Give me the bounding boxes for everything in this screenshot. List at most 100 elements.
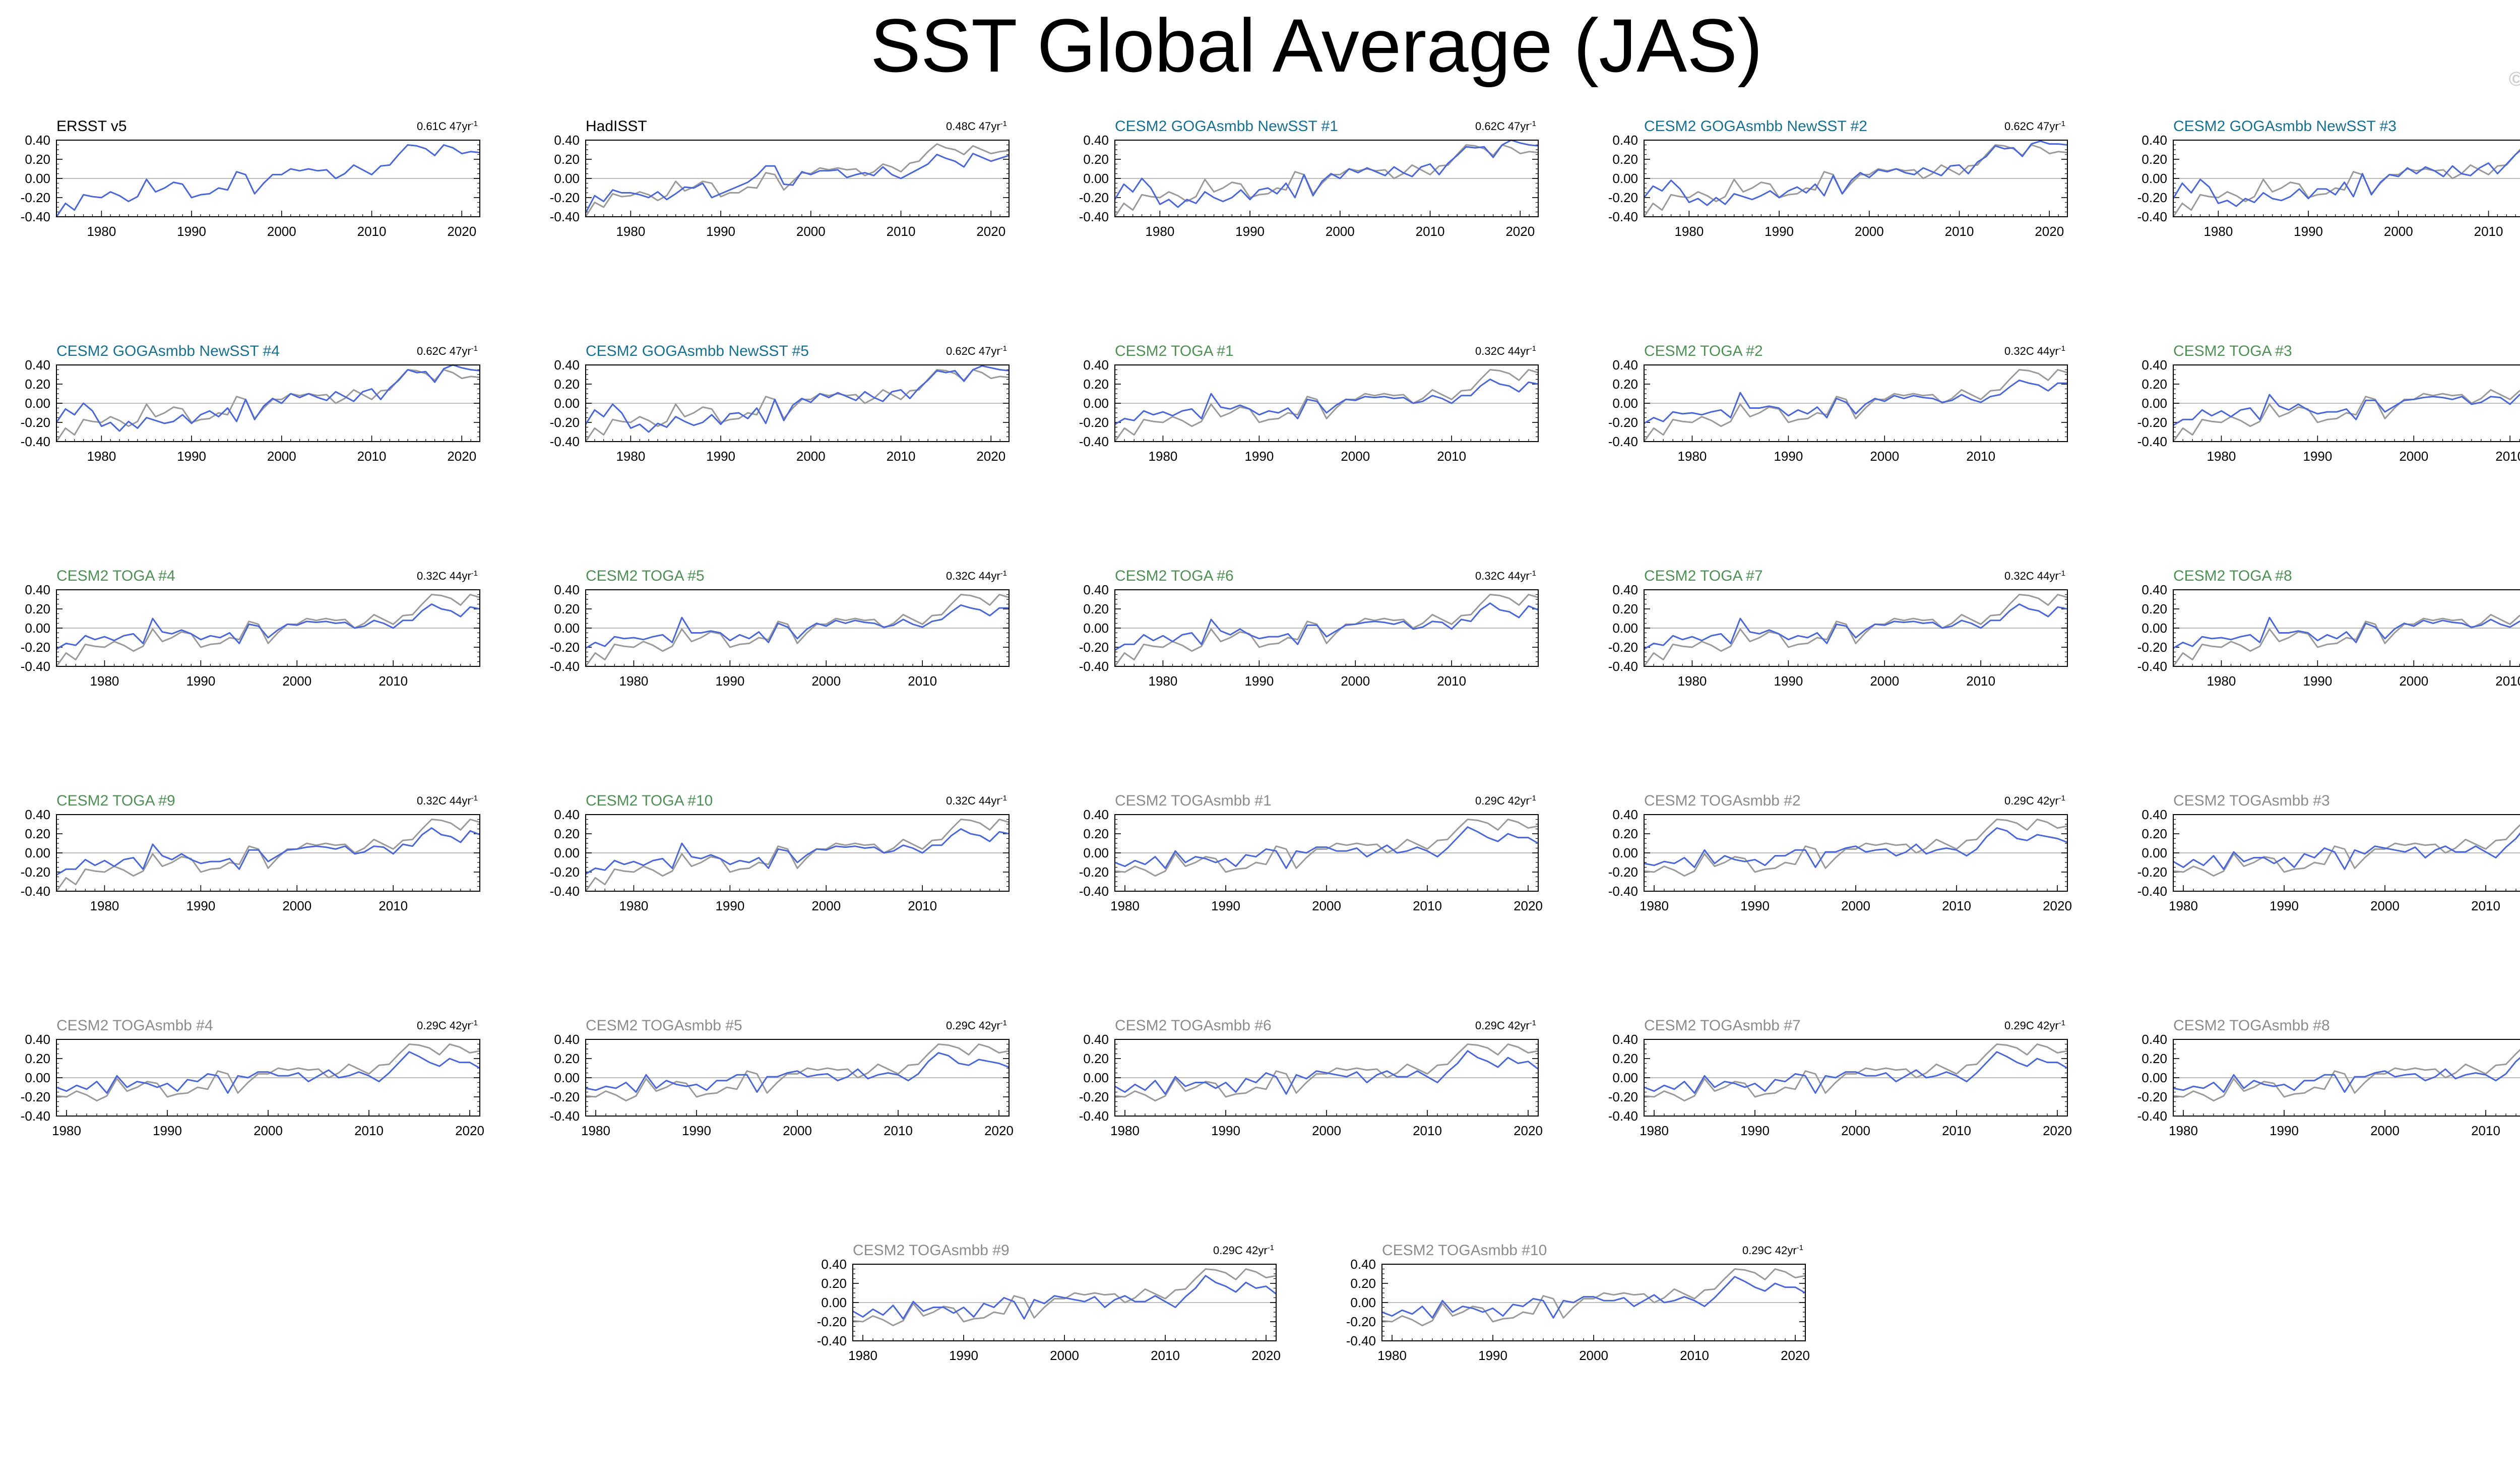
model-series-line xyxy=(1114,602,1539,651)
model-series-line xyxy=(852,1275,1277,1320)
y-tick-label: 0.00 xyxy=(1612,171,1638,186)
y-tick-label: -0.40 xyxy=(2137,434,2167,449)
x-tick-label: 1990 xyxy=(1774,449,1803,464)
y-tick-label: -0.20 xyxy=(2137,415,2167,430)
y-tick-label: 0.20 xyxy=(1083,826,1109,841)
observation-series-line xyxy=(1643,594,2068,667)
y-tick-label: 0.00 xyxy=(1083,396,1109,411)
x-tick-label: 1990 xyxy=(2294,224,2323,239)
y-tick-label: 0.40 xyxy=(554,1032,580,1047)
plot-frame xyxy=(56,1039,480,1117)
plot-frame xyxy=(56,589,480,667)
chart-panel: CESM2 TOGA #1 0.32C 44yr-1 0.40 0.20 0.00 -0.… xyxy=(1079,343,1539,464)
observation-series-line xyxy=(1114,594,1539,667)
model-series-line xyxy=(585,828,1010,875)
panel-title: CESM2 TOGA #5 xyxy=(586,568,705,584)
y-tick-label: 0.20 xyxy=(1612,601,1638,616)
y-tick-label: 0.40 xyxy=(2141,807,2167,822)
x-tick-label: 1980 xyxy=(1149,673,1178,689)
chart-panel: CESM2 TOGAsmbb #6 0.29C 42yr-1 0.40 0.20 0.0… xyxy=(1079,1017,1543,1138)
x-tick-label: 1990 xyxy=(1244,449,1274,464)
x-tick-label: 1990 xyxy=(1244,673,1274,689)
y-tick-label: 0.40 xyxy=(554,133,580,148)
panel-trend-label: 0.32C 44yr-1 xyxy=(2004,569,2065,582)
y-tick-label: -0.20 xyxy=(1346,1314,1376,1329)
x-tick-label: 2020 xyxy=(447,224,476,239)
chart-panel: CESM2 TOGA #5 0.32C 44yr-1 0.40 0.20 0.00 -0.… xyxy=(550,568,1010,689)
y-tick-label: 0.20 xyxy=(554,601,580,616)
x-tick-label: 1990 xyxy=(706,224,735,239)
chart-panel: HadISST 0.48C 47yr-1 0.40 0.20 0.00 -0.20 -0.4… xyxy=(550,118,1010,239)
y-tick-label: 0.00 xyxy=(25,621,50,636)
chart-panel: CESM2 TOGAsmbb #80.29C 42yr-10.400.200.0… xyxy=(2137,1017,2520,1138)
x-tick-label: 2000 xyxy=(2370,1123,2400,1138)
chart-panel: CESM2 TOGA #30.32C 44yr-10.400.200.00-0.… xyxy=(2137,343,2520,464)
y-tick-label: -0.40 xyxy=(2137,659,2167,674)
x-tick-label: 1980 xyxy=(2207,673,2236,689)
y-tick-label: 0.20 xyxy=(2141,826,2167,841)
panel-trend-label: 0.32C 44yr-1 xyxy=(946,569,1007,582)
observation-series-line xyxy=(585,819,1010,892)
copyright-label: © CVDP-LE xyxy=(2508,68,2520,90)
y-tick-label: 0.40 xyxy=(1083,357,1109,373)
y-tick-label: 0.20 xyxy=(554,826,580,841)
y-tick-label: 0.00 xyxy=(554,621,580,636)
y-tick-label: -0.40 xyxy=(550,434,580,449)
observation-series-line xyxy=(585,143,1010,217)
y-tick-label: -0.20 xyxy=(550,1089,580,1104)
x-tick-label: 1980 xyxy=(619,673,649,689)
panel-trend-label: 0.29C 42yr-1 xyxy=(1475,794,1536,807)
x-tick-label: 1980 xyxy=(2203,224,2233,239)
y-tick-label: 0.00 xyxy=(821,1295,847,1310)
x-tick-label: 1990 xyxy=(186,673,215,689)
y-tick-label: 0.40 xyxy=(25,133,50,148)
y-tick-label: -0.40 xyxy=(1608,1108,1638,1124)
y-tick-label: -0.40 xyxy=(550,659,580,674)
panel-title: CESM2 TOGAsmbb #7 xyxy=(1644,1017,1801,1034)
panel-trend-label: 0.32C 44yr-1 xyxy=(1475,569,1536,582)
plot-frame xyxy=(2173,1039,2520,1117)
observation-series-line xyxy=(1381,1268,1806,1327)
panel-trend-label: 0.32C 44yr-1 xyxy=(2004,344,2065,357)
x-tick-label: 1980 xyxy=(1110,1123,1140,1138)
chart-panel: CESM2 TOGA #7 0.32C 44yr-1 0.40 0.20 0.00 -0.… xyxy=(1608,568,2068,689)
x-tick-label: 2010 xyxy=(884,1123,913,1138)
plot-frame xyxy=(56,814,480,892)
chart-panel: CESM2 TOGAsmbb #2 0.29C 42yr-1 0.40 0.20 0.0… xyxy=(1608,792,2072,913)
x-tick-label: 2000 xyxy=(1855,224,1884,239)
y-tick-label: 0.00 xyxy=(1083,845,1109,860)
observation-series-line xyxy=(585,594,1010,667)
chart-panel: CESM2 TOGAsmbb #30.29C 42yr-10.400.200.0… xyxy=(2137,792,2520,913)
y-tick-label: 0.40 xyxy=(25,582,50,597)
model-series-line xyxy=(1114,826,1539,869)
panel-title: CESM2 TOGA #8 xyxy=(2173,568,2292,584)
x-tick-label: 2020 xyxy=(1514,1123,1543,1138)
observation-series-line xyxy=(1114,819,1539,877)
y-tick-label: -0.20 xyxy=(550,640,580,655)
y-tick-label: 0.40 xyxy=(1083,133,1109,148)
y-tick-label: 0.20 xyxy=(2141,377,2167,392)
panel-title: CESM2 TOGA #7 xyxy=(1644,568,1763,584)
x-tick-label: 1980 xyxy=(1149,449,1178,464)
y-tick-label: -0.40 xyxy=(817,1333,847,1348)
y-tick-label: -0.40 xyxy=(1608,434,1638,449)
chart-panel: CESM2 TOGA #80.32C 44yr-10.400.200.00-0.… xyxy=(2137,568,2520,689)
y-tick-label: 0.40 xyxy=(1083,582,1109,597)
y-tick-label: -0.20 xyxy=(1079,640,1109,655)
y-tick-label: -0.40 xyxy=(2137,209,2167,224)
plot-frame xyxy=(1114,814,1539,892)
y-tick-label: 0.40 xyxy=(554,357,580,373)
plot-frame xyxy=(2173,814,2520,892)
panel-trend-label: 0.29C 42yr-1 xyxy=(417,1019,478,1032)
y-tick-label: 0.00 xyxy=(1612,845,1638,860)
y-tick-label: 0.40 xyxy=(25,807,50,822)
observation-series-line xyxy=(1643,369,2068,442)
y-tick-label: 0.20 xyxy=(25,601,50,616)
observation-series-line xyxy=(1114,369,1539,442)
y-tick-label: 0.00 xyxy=(554,845,580,860)
y-tick-label: 0.40 xyxy=(1350,1257,1376,1272)
y-tick-label: -0.20 xyxy=(2137,190,2167,205)
x-tick-label: 1990 xyxy=(1740,898,1770,913)
plot-frame xyxy=(585,140,1010,217)
